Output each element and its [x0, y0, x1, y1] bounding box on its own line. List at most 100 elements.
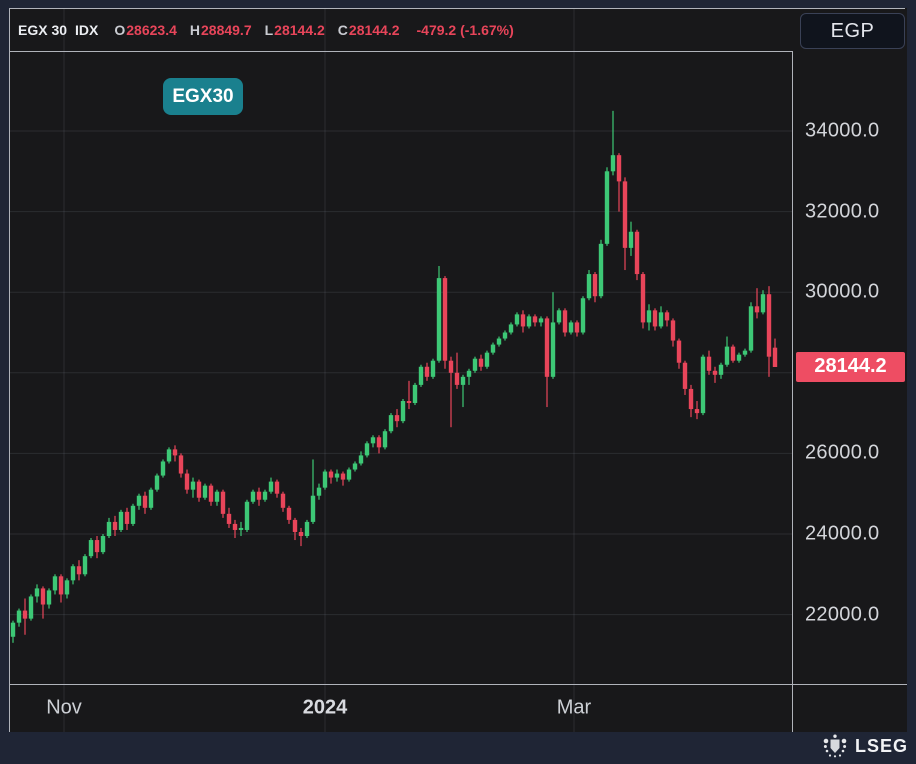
ohlc-readout-bar: EGX 30 IDX O28623.4 H28849.7 L28144.2 C2…	[9, 8, 792, 51]
candle	[472, 356, 478, 373]
candle	[118, 509, 124, 532]
candle	[208, 483, 214, 506]
candle	[418, 364, 424, 387]
chart-panel-background	[9, 8, 907, 732]
candle	[106, 517, 112, 539]
candle	[16, 608, 22, 627]
price-tick-label: 30000.0	[805, 280, 880, 303]
candle	[262, 489, 268, 502]
candle	[172, 445, 178, 462]
candle	[352, 461, 358, 472]
lseg-logo: LSEG	[822, 733, 908, 759]
candle	[22, 598, 28, 635]
candle	[196, 479, 202, 502]
candle	[736, 352, 742, 363]
candle	[214, 489, 220, 506]
candle	[142, 491, 148, 514]
currency-selector[interactable]: EGP	[800, 13, 905, 49]
candle	[148, 487, 154, 510]
candle	[190, 477, 196, 498]
candle	[226, 507, 232, 528]
time-tick-label: Mar	[556, 696, 592, 719]
candle	[682, 360, 688, 395]
candle	[244, 499, 250, 532]
last-price-value: 28144.2	[814, 355, 887, 378]
open-readout: O28623.4	[114, 21, 177, 38]
change-readout: -479.2 (-1.67%)	[416, 21, 514, 38]
candle	[532, 314, 538, 327]
candle	[610, 110, 616, 176]
candle	[574, 320, 580, 337]
candle	[460, 374, 466, 408]
symbol-name: EGX 30	[18, 21, 68, 38]
candle	[322, 469, 328, 490]
candle	[550, 292, 556, 379]
price-axis[interactable]: 28144.2 34000.0 32000.0 30000.0 26000.0 2400…	[792, 51, 916, 732]
candle	[136, 493, 142, 510]
instrument-chip-label: EGX30	[172, 85, 234, 107]
candle	[754, 288, 760, 319]
candle	[334, 469, 340, 482]
price-tick-label: 24000.0	[805, 522, 880, 545]
price-tick-label: 32000.0	[805, 200, 880, 223]
candle	[34, 584, 40, 603]
price-tick-label: 34000.0	[805, 119, 880, 142]
candle	[406, 380, 412, 410]
time-axis[interactable]: Nov 2024 Mar	[9, 684, 792, 732]
candle	[526, 314, 532, 329]
candle	[286, 505, 292, 524]
symbol-suffix: IDX	[75, 21, 99, 38]
candle	[202, 483, 208, 500]
instrument-chip[interactable]: EGX30	[163, 78, 243, 115]
candle	[82, 554, 88, 577]
candle	[646, 304, 652, 331]
candle	[568, 320, 574, 335]
candle	[634, 229, 640, 281]
candle	[358, 451, 364, 466]
candle	[658, 306, 664, 329]
candle	[346, 467, 352, 482]
candle	[622, 177, 628, 271]
candle	[274, 479, 280, 498]
candle	[292, 517, 298, 541]
candle	[124, 507, 130, 530]
candle	[340, 471, 346, 486]
candle	[70, 564, 76, 585]
high-readout: H28849.7	[189, 21, 252, 38]
candle	[676, 338, 682, 369]
candle	[466, 368, 472, 385]
open-value: 28623.4	[126, 21, 177, 38]
candle	[370, 435, 376, 448]
candle	[280, 491, 286, 512]
candle	[544, 316, 550, 408]
last-price-badge: 28144.2	[796, 351, 905, 382]
candle	[604, 167, 610, 246]
candle	[94, 536, 100, 559]
candle	[448, 356, 454, 428]
candle	[184, 469, 190, 494]
candle	[430, 358, 436, 379]
candle	[112, 515, 118, 537]
candle	[670, 318, 676, 347]
candle	[520, 310, 526, 333]
candle	[58, 574, 64, 603]
candle	[724, 336, 730, 367]
candle	[502, 330, 508, 341]
candle	[364, 441, 370, 458]
candle	[154, 473, 160, 492]
candle	[238, 521, 244, 537]
candle	[268, 477, 274, 494]
candle	[730, 344, 736, 363]
candle	[514, 312, 520, 327]
candle	[388, 413, 394, 434]
price-tick-label: 26000.0	[805, 441, 880, 464]
candle	[490, 342, 496, 355]
candle	[592, 272, 598, 303]
candle	[40, 586, 46, 619]
candle	[718, 362, 724, 379]
candle	[436, 266, 442, 363]
candle	[556, 308, 562, 325]
candle	[376, 435, 382, 454]
